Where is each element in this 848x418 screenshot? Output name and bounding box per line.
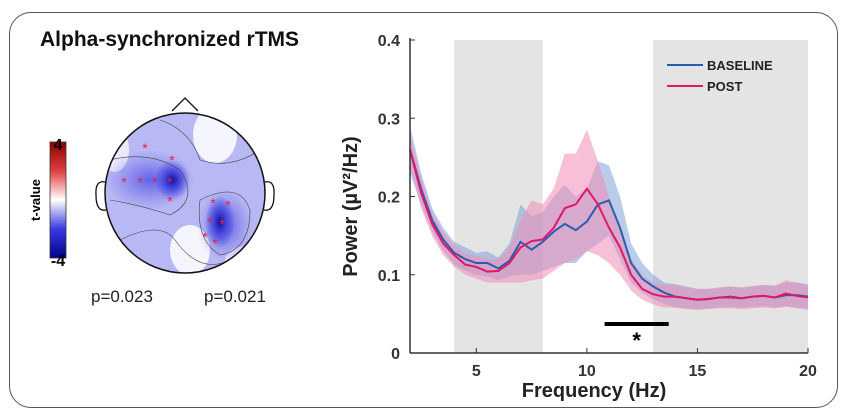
colorbar-max: 4 [54, 137, 63, 154]
y-tick-label: 0.2 [378, 190, 400, 207]
p-value-right: p=0.021 [204, 287, 266, 306]
channel-marker: * [152, 174, 158, 190]
panel-title: Alpha-synchronized rTMS [40, 28, 300, 51]
legend-label-post: POST [707, 79, 742, 94]
channel-marker: * [121, 174, 127, 190]
colorbar-label: t-value [28, 179, 43, 221]
legend-label-baseline: BASELINE [707, 58, 773, 73]
channel-marker: * [167, 174, 173, 190]
channel-marker: * [202, 229, 208, 245]
channel-marker: * [210, 195, 216, 211]
x-tick-label: 15 [689, 363, 707, 380]
right-ear-icon [263, 181, 275, 211]
channel-marker: * [207, 214, 213, 230]
channel-marker: * [167, 193, 173, 209]
colorbar-min: -4 [51, 253, 65, 270]
p-value-left: p=0.023 [91, 287, 153, 306]
channel-marker: * [137, 174, 143, 190]
nose-icon [171, 97, 199, 112]
y-axis-label: Power (µV²/Hz) [340, 136, 362, 276]
y-tick-label: 0.1 [378, 268, 400, 285]
head-outline [104, 112, 266, 274]
significant-channels: *** * * ** * ** ** * [121, 140, 231, 251]
frequency-band [454, 40, 543, 353]
significance-marker: * [632, 328, 641, 353]
channel-marker: * [225, 197, 231, 213]
channel-marker: * [142, 140, 148, 156]
y-tick-label: 0 [391, 346, 400, 363]
y-tick-label: 0.3 [378, 111, 400, 128]
colorbar [49, 141, 67, 259]
channel-marker: * [212, 235, 218, 251]
y-tick-label: 0.4 [378, 33, 400, 50]
channel-marker: * [219, 216, 225, 232]
figure-panel [9, 12, 838, 408]
channel-marker: * [169, 152, 175, 168]
x-tick-label: 20 [799, 363, 817, 380]
x-axis-label: Frequency (Hz) [522, 380, 666, 402]
series-line-post [409, 149, 809, 301]
confidence-band-post [410, 129, 808, 310]
x-tick-label: 10 [578, 363, 596, 380]
left-ear-icon [95, 181, 107, 211]
x-tick-label: 5 [472, 363, 481, 380]
